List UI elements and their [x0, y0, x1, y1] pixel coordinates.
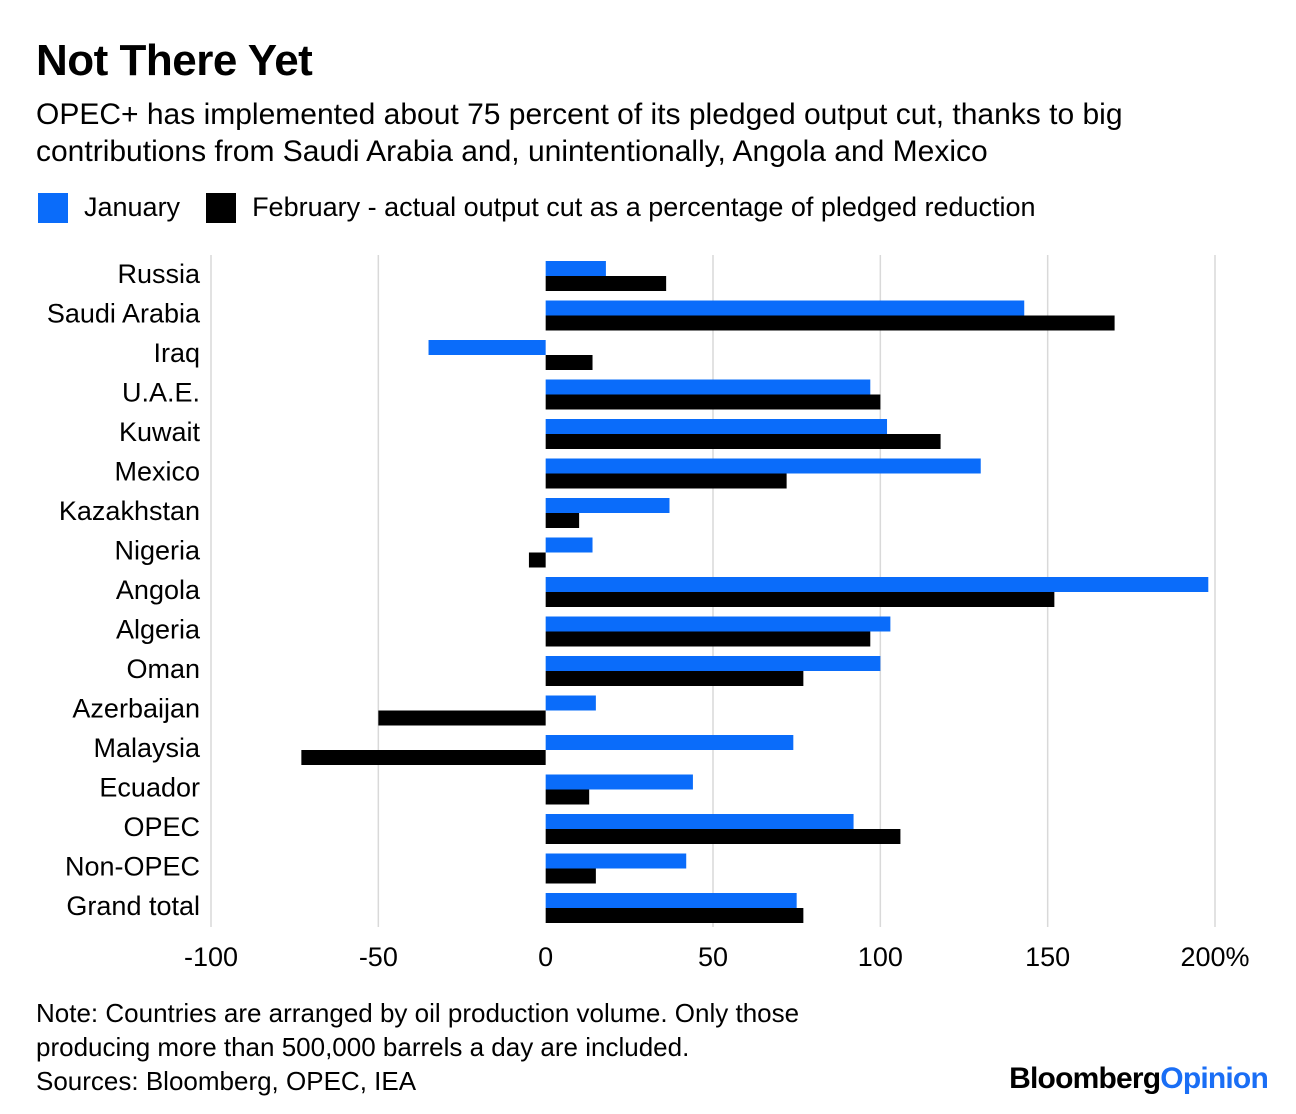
- category-label: Grand total: [66, 891, 200, 921]
- category-label: Non-OPEC: [65, 852, 200, 882]
- category-label: Azerbaijan: [72, 694, 200, 724]
- x-tick-label: 100: [858, 942, 903, 972]
- brand-part-1: Bloomberg: [1009, 1062, 1161, 1095]
- bar-january: [545, 577, 1209, 592]
- bar-february: [545, 789, 590, 805]
- bar-february: [301, 750, 546, 765]
- x-tick-label: -50: [359, 942, 398, 972]
- brand-part-2: Opinion: [1160, 1062, 1269, 1095]
- bar-january: [545, 656, 881, 671]
- bar-january: [545, 774, 693, 790]
- bar-january: [545, 498, 670, 513]
- bar-february: [545, 434, 941, 449]
- legend-item-january: January: [38, 192, 180, 223]
- bar-february: [545, 829, 901, 844]
- brand-logo: BloombergOpinion: [1009, 1062, 1269, 1096]
- category-label: Russia: [117, 259, 201, 289]
- bar-february: [545, 631, 871, 647]
- bar-january: [428, 340, 546, 355]
- legend-swatch-january: [38, 192, 68, 223]
- x-tick-label: 150: [1025, 942, 1070, 972]
- bar-january: [545, 379, 871, 395]
- legend: January February - actual output cut as …: [38, 192, 1062, 223]
- chart-note: Note: Countries are arranged by oil prod…: [36, 996, 799, 1098]
- x-tick-label: -100: [184, 942, 238, 972]
- category-label: Saudi Arabia: [47, 299, 201, 329]
- bar-february: [545, 592, 1055, 607]
- x-tick-label: 200%: [1180, 942, 1249, 972]
- bar-january: [545, 695, 596, 711]
- bar-february: [545, 908, 804, 923]
- category-label: Oman: [126, 654, 200, 684]
- note-line-2: producing more than 500,000 barrels a da…: [36, 1032, 690, 1062]
- category-label: OPEC: [123, 812, 200, 842]
- bar-january: [545, 458, 981, 474]
- bar-january: [545, 261, 606, 276]
- category-label: Angola: [116, 575, 201, 605]
- chart-title: Not There Yet: [36, 36, 313, 85]
- chart-subtitle: OPEC+ has implemented about 75 percent o…: [36, 98, 1123, 168]
- note-sources: Sources: Bloomberg, OPEC, IEA: [36, 1066, 417, 1096]
- bar-january: [545, 419, 888, 434]
- bar-february: [545, 355, 593, 370]
- bar-january: [545, 853, 687, 869]
- bar-january: [545, 537, 593, 553]
- bar-january: [545, 735, 794, 750]
- bar-february: [528, 552, 546, 568]
- legend-item-february: February - actual output cut as a percen…: [206, 192, 1036, 223]
- bar-february: [545, 276, 667, 291]
- category-label: Kuwait: [119, 417, 201, 447]
- category-label: Malaysia: [93, 733, 201, 763]
- bar-february: [545, 868, 596, 884]
- note-line-1: Note: Countries are arranged by oil prod…: [36, 998, 800, 1028]
- category-label: Algeria: [116, 615, 201, 645]
- bar-january: [545, 300, 1025, 316]
- category-label: U.A.E.: [122, 378, 200, 408]
- bar-january: [545, 616, 891, 632]
- bar-february: [545, 394, 881, 410]
- category-label: Kazakhstan: [59, 496, 200, 526]
- legend-swatch-february: [206, 192, 237, 223]
- category-label: Mexico: [114, 457, 200, 487]
- x-tick-label: 50: [698, 942, 728, 972]
- legend-label-january: January: [84, 192, 181, 222]
- bar-january: [545, 814, 854, 829]
- bar-february: [378, 710, 546, 726]
- bar-january: [545, 893, 797, 908]
- bar-february: [545, 315, 1115, 331]
- category-label: Iraq: [153, 338, 200, 368]
- legend-label-february: February - actual output cut as a percen…: [252, 192, 1036, 222]
- bar-february: [545, 473, 787, 489]
- category-label: Nigeria: [114, 536, 201, 566]
- bar-february: [545, 513, 580, 528]
- bar-chart: -100 -50 0 50 100 150 200% Russia Saudi Arabia Ir…: [47, 255, 1250, 972]
- category-label: Ecuador: [99, 773, 200, 803]
- bar-february: [545, 671, 804, 686]
- x-tick-label: 0: [538, 942, 553, 972]
